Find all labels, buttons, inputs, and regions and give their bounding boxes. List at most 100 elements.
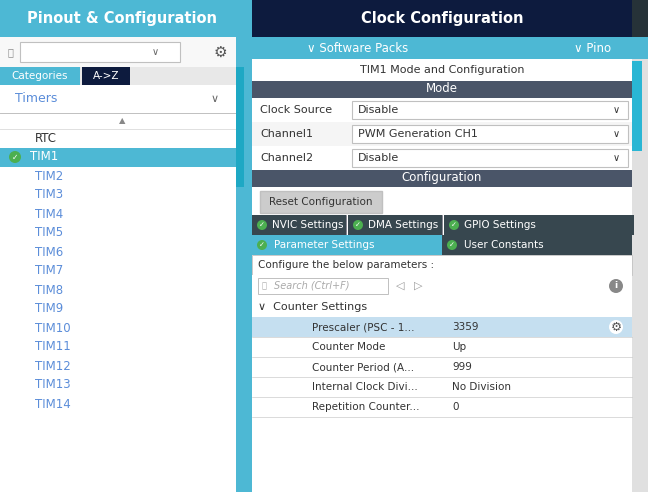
Text: ▷: ▷ [414, 281, 422, 291]
Bar [252, 122, 632, 146]
Text: 🔍: 🔍 [262, 281, 267, 290]
Bar [252, 81, 632, 98]
Text: Disable: Disable [358, 105, 399, 115]
Text: Channel1: Channel1 [260, 129, 313, 139]
Circle shape [257, 240, 267, 250]
Bar [258, 278, 388, 294]
Bar [236, 37, 244, 492]
Text: ✓: ✓ [259, 222, 265, 228]
Text: Repetition Counter...: Repetition Counter... [312, 402, 419, 412]
Bar [252, 297, 632, 317]
Text: Mode: Mode [426, 83, 458, 95]
Text: TIM12: TIM12 [35, 360, 71, 372]
Bar [252, 37, 648, 59]
Text: ⚙: ⚙ [610, 320, 621, 334]
Bar [20, 42, 180, 62]
Circle shape [353, 220, 363, 230]
Text: Disable: Disable [358, 153, 399, 163]
Text: Prescaler (PSC - 1...: Prescaler (PSC - 1... [312, 322, 415, 332]
Bar [442, 235, 632, 255]
Text: ✓: ✓ [451, 222, 457, 228]
Text: ∨: ∨ [612, 153, 619, 163]
Text: Counter Mode: Counter Mode [312, 342, 386, 352]
Text: Categories: Categories [12, 71, 68, 81]
Text: TIM3: TIM3 [35, 188, 63, 202]
Text: TIM8: TIM8 [35, 283, 63, 297]
Text: Clock Source: Clock Source [260, 105, 332, 115]
Text: i: i [614, 281, 618, 290]
Text: Pinout & Configuration: Pinout & Configuration [27, 10, 217, 26]
Bar [82, 67, 130, 85]
Bar [252, 170, 632, 187]
Text: Configuration: Configuration [402, 172, 482, 184]
Text: 🔍: 🔍 [8, 47, 14, 57]
Text: ∨ Pino: ∨ Pino [574, 41, 612, 55]
Bar [0, 113, 244, 129]
Text: TIM2: TIM2 [35, 170, 64, 183]
Text: ∨: ∨ [152, 47, 159, 57]
Text: Up: Up [452, 342, 466, 352]
Circle shape [9, 151, 21, 163]
Bar [348, 215, 442, 235]
Text: TIM4: TIM4 [35, 208, 64, 220]
Text: TIM11: TIM11 [35, 340, 71, 353]
Text: TIM1: TIM1 [30, 151, 58, 163]
Text: ∨: ∨ [612, 129, 619, 139]
Text: User Constants: User Constants [464, 240, 544, 250]
Bar [0, 67, 80, 85]
Bar [260, 191, 382, 213]
Text: A->Z: A->Z [93, 71, 119, 81]
Text: TIM9: TIM9 [35, 303, 64, 315]
Circle shape [609, 279, 623, 293]
Text: ▲: ▲ [119, 117, 125, 125]
Bar [252, 255, 632, 275]
Text: ∨  Counter Settings: ∨ Counter Settings [258, 302, 367, 312]
Text: Timers: Timers [15, 92, 58, 105]
Text: TIM13: TIM13 [35, 378, 71, 392]
Bar [252, 337, 632, 357]
Text: GPIO Settings: GPIO Settings [464, 220, 536, 230]
Text: RTC: RTC [35, 131, 57, 145]
Text: Parameter Settings: Parameter Settings [274, 240, 375, 250]
Bar [352, 125, 628, 143]
Bar [0, 67, 244, 85]
Text: Channel2: Channel2 [260, 153, 313, 163]
Circle shape [447, 240, 457, 250]
Text: ◁: ◁ [396, 281, 404, 291]
Bar [252, 377, 632, 397]
Bar [0, 0, 244, 492]
Text: 3359: 3359 [452, 322, 478, 332]
Bar [252, 98, 632, 122]
Text: NVIC Settings: NVIC Settings [272, 220, 343, 230]
Text: No Division: No Division [452, 382, 511, 392]
Text: PWM Generation CH1: PWM Generation CH1 [358, 129, 478, 139]
Bar [252, 59, 632, 81]
Bar [632, 59, 648, 492]
Bar [632, 61, 642, 151]
Text: TIM7: TIM7 [35, 265, 64, 277]
Text: Reset Configuration: Reset Configuration [270, 197, 373, 207]
Bar [252, 59, 632, 492]
Circle shape [257, 220, 267, 230]
Text: TIM1 Mode and Configuration: TIM1 Mode and Configuration [360, 65, 524, 75]
Text: Search (Ctrl+F): Search (Ctrl+F) [274, 281, 349, 291]
Bar [252, 0, 632, 37]
Circle shape [449, 220, 459, 230]
Bar [252, 215, 346, 235]
Bar [0, 148, 236, 167]
Bar [0, 37, 244, 67]
Bar [244, 0, 252, 492]
Text: ✓: ✓ [355, 222, 361, 228]
Text: TIM14: TIM14 [35, 398, 71, 410]
Bar [0, 85, 244, 113]
Text: TIM10: TIM10 [35, 321, 71, 335]
Bar [252, 357, 632, 377]
Text: TIM5: TIM5 [35, 226, 63, 240]
Text: ∨ Software Packs: ∨ Software Packs [307, 41, 408, 55]
Text: ∨: ∨ [211, 94, 219, 104]
Bar [236, 67, 244, 187]
Text: DMA Settings: DMA Settings [368, 220, 438, 230]
Text: 0: 0 [452, 402, 459, 412]
Text: ✓: ✓ [12, 153, 18, 161]
Text: Clock Configuration: Clock Configuration [361, 10, 523, 26]
